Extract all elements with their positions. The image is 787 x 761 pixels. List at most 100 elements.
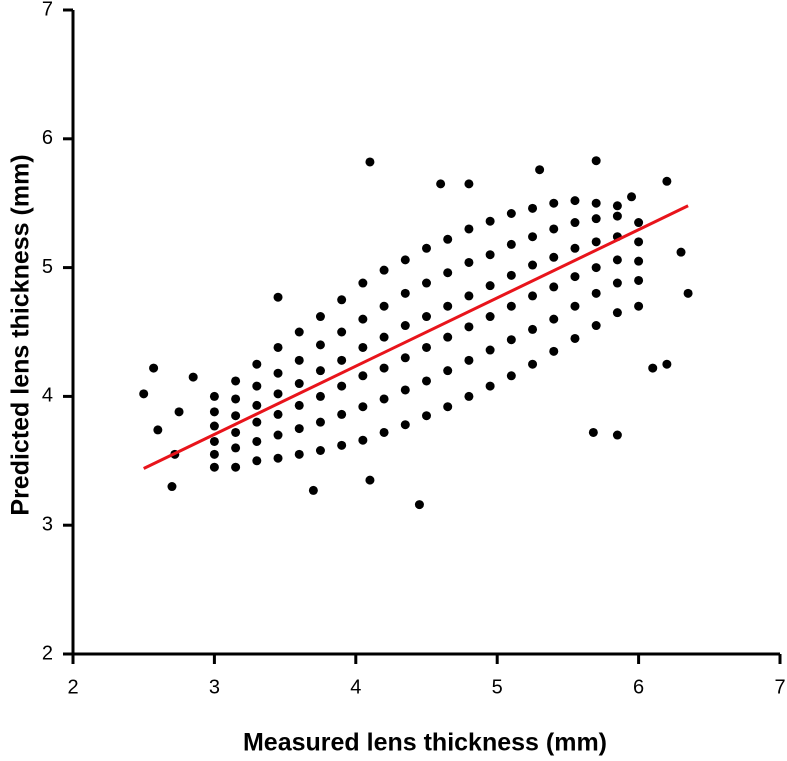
point — [273, 453, 283, 463]
point — [443, 234, 453, 244]
point — [612, 211, 622, 221]
point — [535, 165, 545, 175]
point — [294, 355, 304, 365]
point — [648, 363, 658, 373]
point — [414, 500, 424, 510]
point — [337, 295, 347, 305]
point — [443, 402, 453, 412]
point — [379, 332, 389, 342]
point — [528, 260, 538, 270]
point — [591, 237, 601, 247]
point — [379, 363, 389, 373]
point — [443, 268, 453, 278]
point — [252, 359, 262, 369]
point — [485, 312, 495, 322]
point — [231, 462, 241, 472]
point — [662, 359, 672, 369]
point — [591, 198, 601, 208]
point — [591, 321, 601, 331]
point — [662, 176, 672, 186]
point — [231, 411, 241, 421]
point — [273, 368, 283, 378]
point — [506, 371, 516, 381]
point — [591, 263, 601, 273]
point — [231, 427, 241, 437]
point — [294, 400, 304, 410]
point — [315, 417, 325, 427]
point — [315, 340, 325, 350]
point — [627, 192, 637, 202]
y-tick-label: 5 — [42, 256, 53, 278]
point — [528, 232, 538, 242]
point — [379, 265, 389, 275]
point — [485, 381, 495, 391]
point — [379, 427, 389, 437]
point — [273, 409, 283, 419]
point — [570, 196, 580, 206]
point — [612, 308, 622, 318]
y-axis-title: Predicted lens thickness (mm) — [7, 154, 35, 515]
point — [464, 257, 474, 267]
point — [315, 391, 325, 401]
point — [588, 427, 598, 437]
point — [379, 301, 389, 311]
point — [612, 430, 622, 440]
point — [231, 376, 241, 386]
point — [358, 342, 368, 352]
x-tick-label: 3 — [209, 676, 220, 698]
x-axis-title: Measured lens thickness (mm) — [243, 729, 607, 757]
point — [676, 247, 686, 257]
point — [400, 385, 410, 395]
point — [400, 420, 410, 430]
x-tick-label: 4 — [350, 676, 361, 698]
point — [252, 456, 262, 466]
point — [443, 301, 453, 311]
point — [549, 224, 559, 234]
point — [365, 475, 375, 485]
x-tick-label: 5 — [492, 676, 503, 698]
point — [528, 291, 538, 301]
point — [231, 443, 241, 453]
point — [506, 209, 516, 219]
point — [358, 402, 368, 412]
point — [443, 332, 453, 342]
point — [337, 327, 347, 337]
point — [337, 440, 347, 450]
point — [591, 288, 601, 298]
point — [464, 355, 474, 365]
point — [400, 353, 410, 363]
point — [358, 371, 368, 381]
point — [252, 436, 262, 446]
point — [549, 252, 559, 262]
point — [365, 157, 375, 167]
point — [591, 214, 601, 224]
point — [400, 255, 410, 265]
point — [422, 243, 431, 253]
point — [436, 179, 446, 189]
point — [294, 379, 304, 389]
point — [506, 270, 516, 280]
point — [443, 366, 453, 376]
point — [252, 400, 262, 410]
x-tick-label: 2 — [67, 676, 78, 698]
point — [528, 203, 538, 213]
point — [464, 179, 474, 189]
point — [591, 156, 601, 166]
point — [634, 301, 644, 311]
point — [422, 342, 431, 352]
point — [612, 201, 622, 211]
point — [570, 333, 580, 343]
point — [294, 327, 304, 337]
point — [379, 394, 389, 404]
point — [337, 381, 347, 391]
point — [485, 281, 495, 291]
point — [612, 255, 622, 265]
point — [549, 198, 559, 208]
point — [153, 425, 163, 435]
point — [400, 288, 410, 298]
point — [315, 366, 325, 376]
point — [422, 312, 431, 322]
point — [612, 278, 622, 288]
point — [209, 391, 219, 401]
